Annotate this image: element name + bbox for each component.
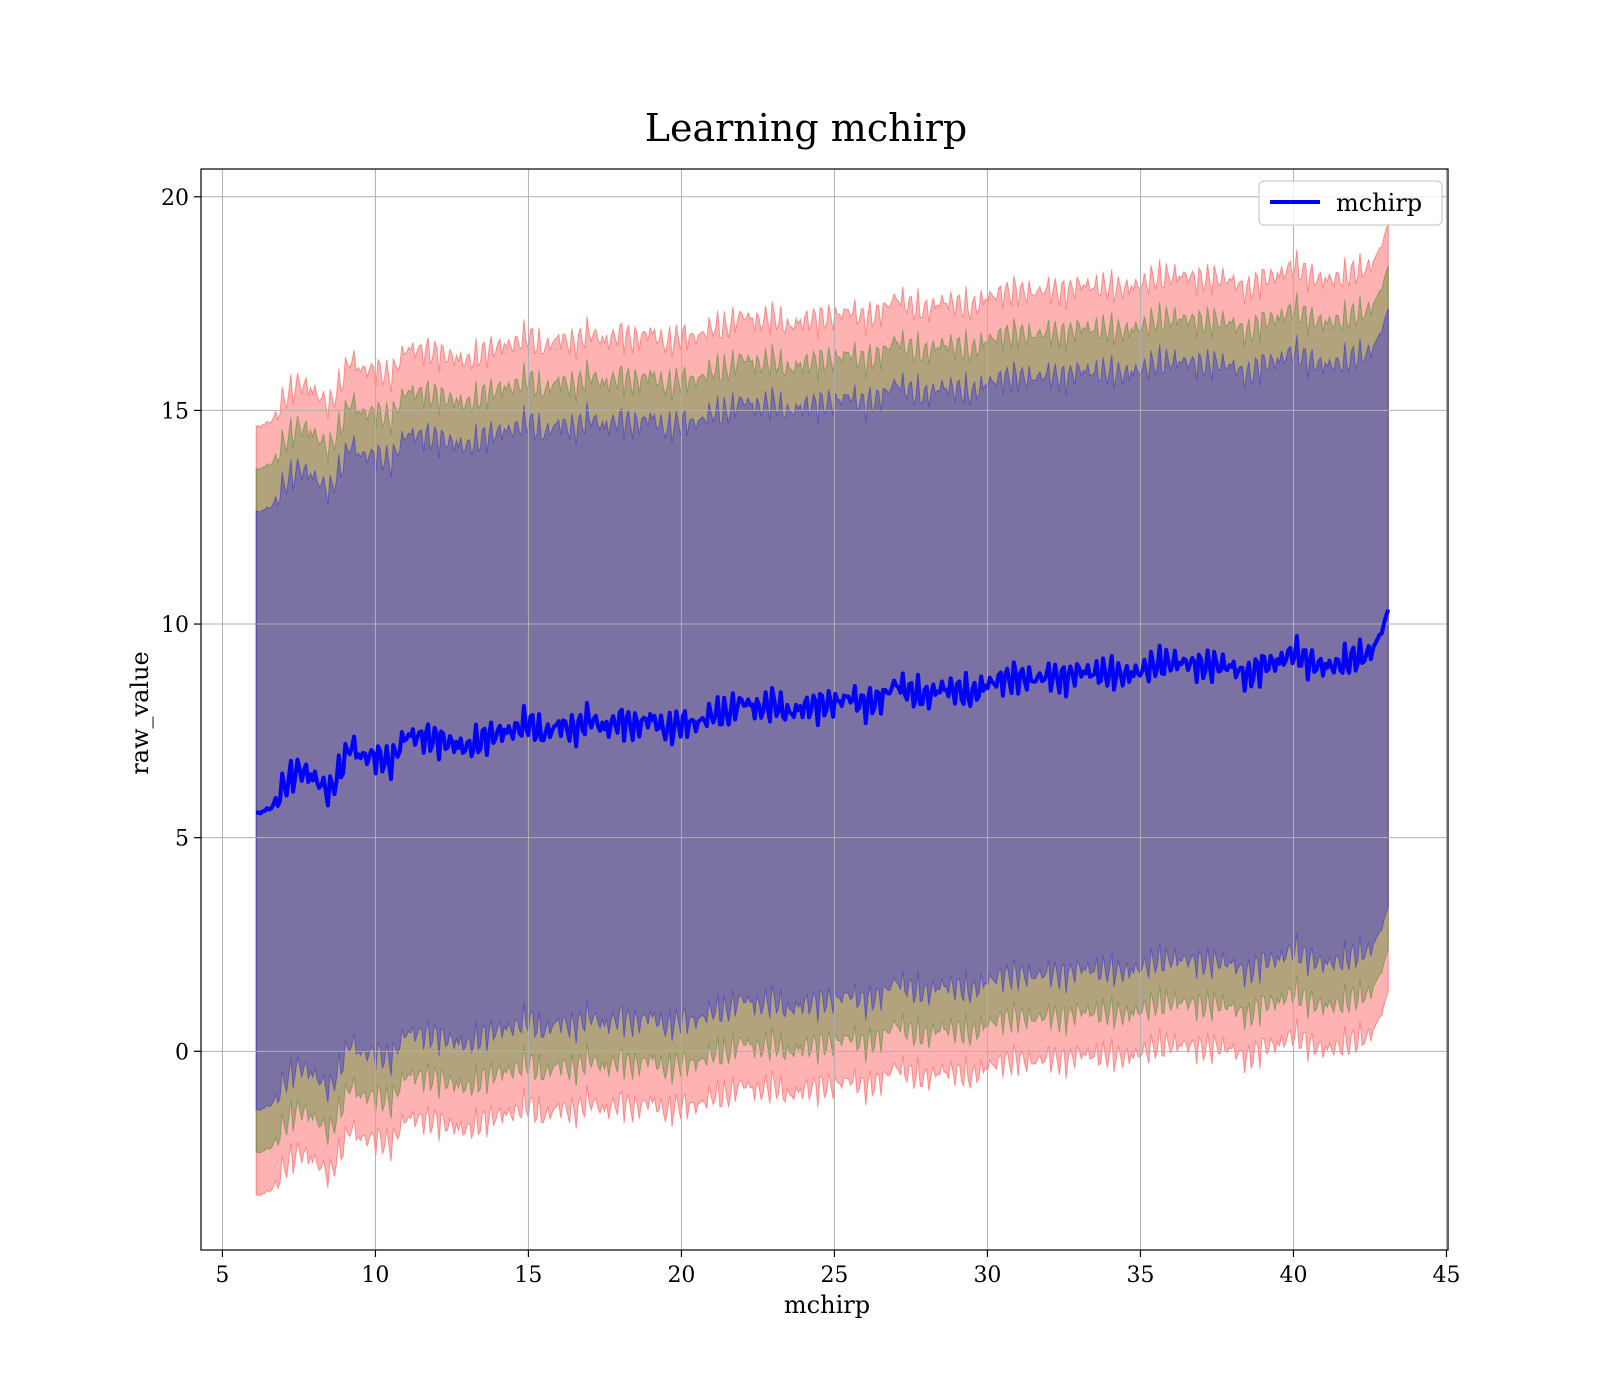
legend: mchirp [1258,180,1443,226]
y-tick-label: 15 [161,399,189,424]
y-tick-label: 5 [175,827,189,852]
plot-frame [200,168,1449,1251]
y-tick-label: 0 [175,1040,189,1065]
series-line-mchirp [256,609,1391,816]
y-axis-label: raw_value [126,651,154,775]
x-tick-label: 40 [1279,1263,1307,1288]
x-tick-label: 35 [1126,1263,1154,1288]
y-axis-ticks: 0 5 10 15 20 [161,186,201,1065]
x-axis-label: mchirp [784,1291,870,1319]
x-tick-label: 5 [215,1263,229,1288]
chart-title: Learning mchirp [645,106,967,150]
x-tick-label: 15 [514,1263,542,1288]
y-tick-label: 10 [161,613,189,638]
legend-label-mchirp: mchirp [1336,189,1422,217]
x-tick-label: 45 [1432,1263,1460,1288]
series-layer [256,609,1391,816]
x-tick-label: 10 [361,1263,389,1288]
x-tick-label: 30 [973,1263,1001,1288]
y-tick-label: 20 [161,186,189,211]
legend-box [1258,180,1443,226]
x-tick-label: 20 [667,1263,695,1288]
x-tick-label: 25 [820,1263,848,1288]
x-axis-ticks: 5 10 15 20 25 30 35 40 45 [215,1250,1460,1288]
